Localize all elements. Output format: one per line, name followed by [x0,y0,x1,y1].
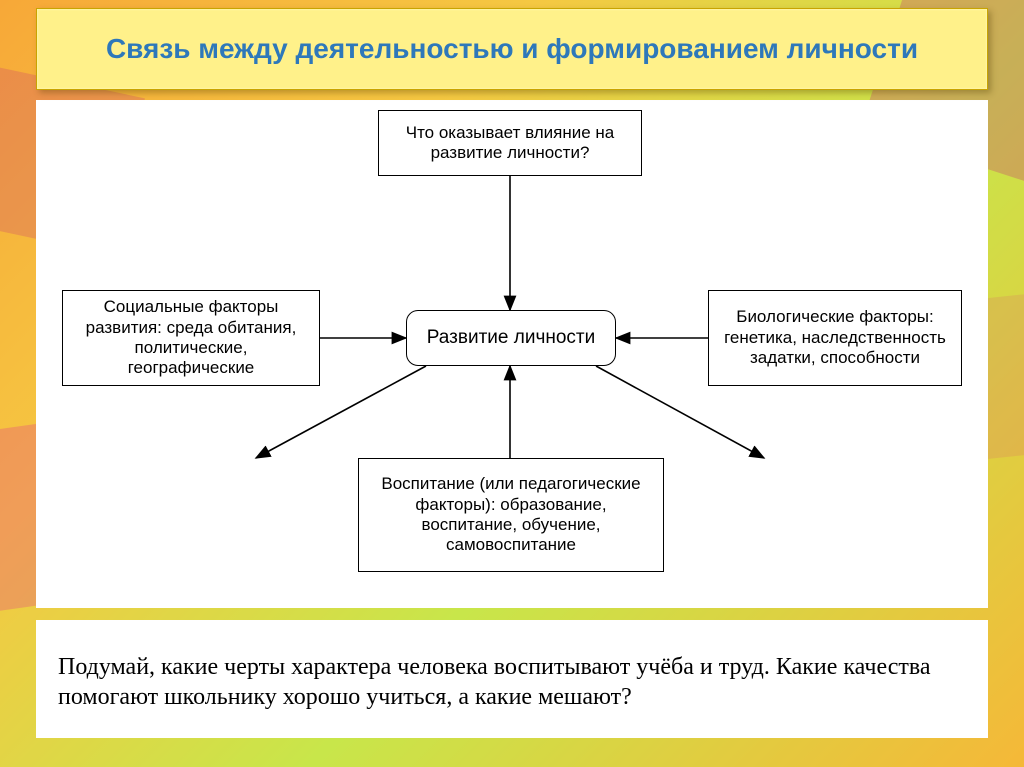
page-title: Связь между деятельностью и формирование… [106,32,918,66]
title-bar: Связь между деятельностью и формирование… [36,8,988,90]
question-text: Подумай, какие черты характера человека … [58,652,966,712]
diagram-node-left: Социальные факторы развития: среда обита… [62,290,320,386]
diagram-node-right: Биологические факторы: генетика, наследс… [708,290,962,386]
diagram-node-bottom: Воспитание (или педагогические факторы):… [358,458,664,572]
diagram-pane: Что оказывает влияние на развитие личнос… [36,100,988,608]
diagram-node-center: Развитие личности [406,310,616,366]
diagram-node-top: Что оказывает влияние на развитие личнос… [378,110,642,176]
question-pane: Подумай, какие черты характера человека … [36,620,988,738]
